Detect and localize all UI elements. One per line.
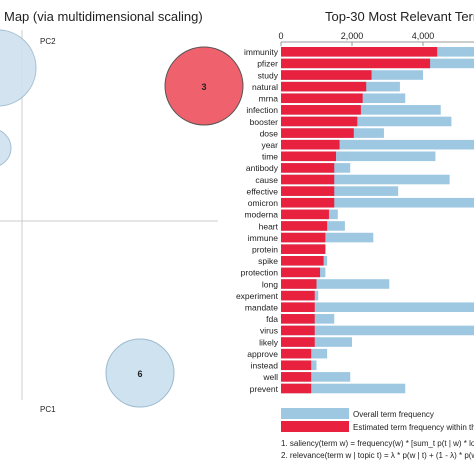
term-label-approve[interactable]: approve — [247, 349, 278, 359]
term-label-protection[interactable]: protection — [241, 268, 279, 278]
term-label-booster[interactable]: booster — [250, 117, 279, 127]
bar-estimated-natural[interactable] — [281, 81, 367, 92]
term-label-protein[interactable]: protein — [252, 244, 278, 254]
bar-estimated-long[interactable] — [281, 279, 317, 289]
map-axis-label-pc2: PC2 — [40, 37, 56, 46]
bar-estimated-heart[interactable] — [281, 221, 328, 231]
bar-estimated-prevent[interactable] — [281, 383, 312, 394]
term-label-study[interactable]: study — [258, 70, 279, 80]
bar-estimated-cause[interactable] — [281, 174, 335, 185]
term-label-mandate[interactable]: mandate — [245, 303, 278, 313]
bar-estimated-protein[interactable] — [281, 244, 326, 254]
bar-estimated-virus[interactable] — [281, 325, 315, 336]
topic-circle-6[interactable] — [105, 338, 175, 408]
bar-estimated-well[interactable] — [281, 372, 312, 382]
bar-overall-booster[interactable] — [281, 116, 452, 127]
bar-estimated-approve[interactable] — [281, 348, 312, 359]
bar-estimated-year[interactable] — [281, 139, 340, 150]
term-label-well[interactable]: well — [262, 372, 278, 382]
x-tick-label: 0 — [278, 31, 283, 41]
bar-estimated-likely[interactable] — [281, 337, 315, 347]
bar-estimated-time[interactable] — [281, 151, 337, 162]
bar-estimated-immune[interactable] — [281, 232, 326, 243]
bar-estimated-instead[interactable] — [281, 360, 312, 371]
bar-overall-year[interactable] — [281, 139, 474, 150]
bar-overall-likely[interactable] — [281, 337, 352, 347]
bar-estimated-antibody[interactable] — [281, 163, 335, 173]
bar-overall-omicron[interactable] — [281, 197, 474, 208]
term-label-prevent[interactable]: prevent — [250, 384, 279, 394]
bar-overall-cause[interactable] — [281, 174, 450, 185]
legend-label-estimated: Estimated term frequency within the sele… — [353, 423, 474, 432]
bar-overall-long[interactable] — [281, 279, 390, 289]
legend-label-overall: Overall term frequency — [353, 410, 434, 419]
bar-estimated-immunity[interactable] — [281, 47, 438, 57]
bar-estimated-study[interactable] — [281, 70, 372, 80]
term-label-long[interactable]: long — [262, 279, 278, 289]
map-title: Map (via multidimensional scaling) — [4, 9, 203, 24]
bar-overall-well[interactable] — [281, 372, 351, 382]
term-label-experiment[interactable]: experiment — [236, 291, 279, 301]
term-label-moderna[interactable]: moderna — [244, 210, 278, 220]
bar-estimated-omicron[interactable] — [281, 197, 335, 208]
term-label-effective[interactable]: effective — [246, 186, 278, 196]
bar-estimated-dose[interactable] — [281, 128, 354, 138]
relevance-note: 2. relevance(term w | topic t) = λ * p(w… — [281, 451, 474, 460]
bar-estimated-protection[interactable] — [281, 267, 321, 278]
term-label-natural[interactable]: natural — [252, 82, 278, 92]
term-label-immunity[interactable]: immunity — [244, 47, 279, 57]
term-label-antibody[interactable]: antibody — [246, 163, 279, 173]
bar-estimated-booster[interactable] — [281, 116, 358, 127]
topic-label-3: 3 — [201, 82, 206, 92]
bar-estimated-moderna[interactable] — [281, 209, 329, 220]
x-tick-label: 4,000 — [412, 31, 435, 41]
term-label-omicron[interactable]: omicron — [248, 198, 279, 208]
term-label-virus[interactable]: virus — [260, 326, 278, 336]
bar-overall-effective[interactable] — [281, 186, 399, 196]
bar-estimated-infection[interactable] — [281, 105, 361, 115]
bar-estimated-pfizer[interactable] — [281, 58, 431, 69]
term-label-heart[interactable]: heart — [259, 221, 279, 231]
x-tick-label: 2,000 — [341, 31, 364, 41]
term-label-time[interactable]: time — [262, 152, 278, 162]
term-label-year[interactable]: year — [261, 140, 278, 150]
term-label-spike[interactable]: spike — [258, 256, 278, 266]
term-label-mrna[interactable]: mrna — [259, 94, 279, 104]
topic-circle[interactable] — [0, 29, 37, 107]
bar-estimated-experiment[interactable] — [281, 290, 315, 301]
term-label-immune[interactable]: immune — [248, 233, 279, 243]
term-label-likely[interactable]: likely — [259, 337, 279, 347]
bar-estimated-mandate[interactable] — [281, 302, 315, 313]
bar-estimated-effective[interactable] — [281, 186, 335, 196]
legend-swatch-estimated — [281, 421, 349, 432]
term-label-pfizer[interactable]: pfizer — [257, 59, 278, 69]
bar-overall-immune[interactable] — [281, 232, 374, 243]
topic-circle[interactable] — [0, 129, 12, 167]
bar-estimated-fda[interactable] — [281, 314, 315, 324]
term-label-infection[interactable]: infection — [246, 105, 278, 115]
bar-overall-prevent[interactable] — [281, 383, 406, 394]
bar-overall-time[interactable] — [281, 151, 436, 162]
chart-title: Top-30 Most Relevant Terms fo — [325, 9, 474, 24]
bar-overall-mandate[interactable] — [281, 302, 474, 313]
topic-circle-3-selected[interactable] — [164, 46, 244, 126]
term-label-fda[interactable]: fda — [266, 314, 278, 324]
term-label-instead[interactable]: instead — [251, 361, 279, 371]
map-axis-label-pc1: PC1 — [40, 405, 56, 414]
topic-label-6: 6 — [137, 369, 142, 379]
term-label-dose[interactable]: dose — [260, 128, 279, 138]
term-label-cause[interactable]: cause — [255, 175, 278, 185]
bar-chart — [281, 47, 474, 394]
bar-estimated-spike[interactable] — [281, 255, 324, 266]
saliency-note: 1. saliency(term w) = frequency(w) * [su… — [281, 439, 474, 448]
bar-estimated-mrna[interactable] — [281, 93, 363, 104]
legend-swatch-overall — [281, 408, 349, 419]
bar-overall-virus[interactable] — [281, 325, 474, 336]
